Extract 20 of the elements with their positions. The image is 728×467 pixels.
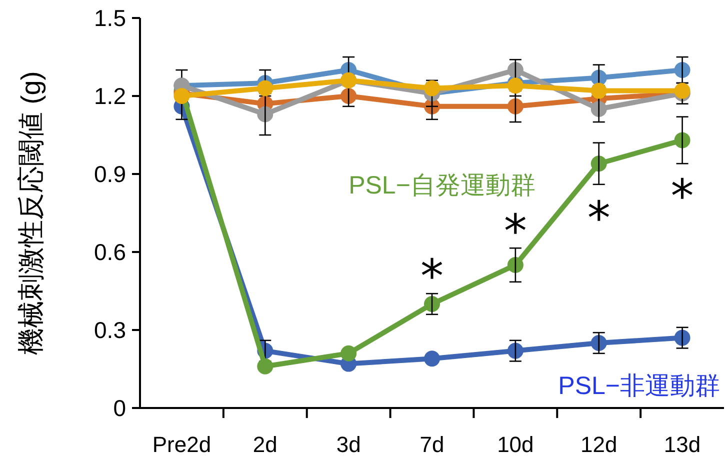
x-tick-label: 2d: [252, 432, 278, 457]
series-label: PSL−非運動群: [558, 372, 720, 400]
x-tick-label: 7d: [420, 432, 444, 457]
series-label: PSL−自発運動群: [348, 172, 536, 200]
annotation: *: [670, 169, 694, 223]
x-tick-label: 12d: [580, 432, 618, 457]
y-tick-label: 0.3: [94, 317, 126, 343]
y-tick-label: 0.6: [94, 239, 126, 265]
x-tick-label: 10d: [497, 432, 534, 457]
x-tick-label: 3d: [336, 432, 361, 457]
annotation: *: [504, 204, 527, 258]
x-tick-label: 13d: [664, 432, 701, 457]
x-tick-label: Pre2d: [152, 432, 212, 457]
annotation: *: [587, 191, 610, 245]
y-tick-label: 0.9: [94, 161, 126, 187]
y-axis-title: 機械刺激性反応閾値 (g): [16, 71, 46, 355]
y-tick-label: 0: [113, 395, 126, 421]
y-tick-label: 1.5: [94, 5, 126, 31]
y-tick-label: 1.2: [94, 83, 126, 109]
annotation: *: [420, 249, 444, 303]
